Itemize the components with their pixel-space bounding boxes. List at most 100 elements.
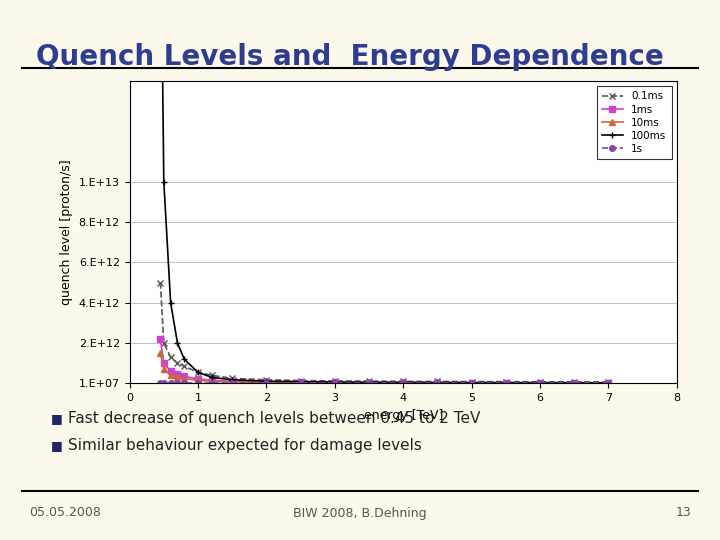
1ms: [501, 380, 510, 386]
100ms: [365, 379, 374, 386]
0.1ms: [570, 379, 579, 385]
1s: [570, 380, 579, 387]
0.1ms: [159, 340, 168, 346]
1s: [262, 380, 271, 387]
1ms: [433, 380, 442, 386]
10ms: [166, 372, 175, 379]
0.1ms: [180, 363, 189, 369]
1ms: [173, 371, 181, 377]
10ms: [501, 380, 510, 386]
1s: [433, 380, 442, 387]
1ms: [228, 378, 236, 384]
Line: 1ms: 1ms: [158, 336, 611, 386]
100ms: [399, 379, 408, 386]
1ms: [194, 376, 202, 382]
100ms: [501, 380, 510, 386]
Text: ■: ■: [50, 412, 62, 425]
10ms: [156, 350, 165, 356]
Line: 1s: 1s: [158, 381, 611, 386]
10ms: [194, 377, 202, 383]
0.1ms: [330, 378, 339, 384]
1s: [159, 380, 168, 387]
10ms: [365, 380, 374, 386]
10ms: [330, 380, 339, 386]
Text: Quench Levels and  Energy Dependence: Quench Levels and Energy Dependence: [36, 43, 664, 71]
0.1ms: [536, 379, 544, 385]
100ms: [166, 300, 175, 306]
0.1ms: [365, 378, 374, 384]
10ms: [467, 380, 476, 386]
10ms: [297, 380, 305, 386]
0.1ms: [604, 379, 613, 385]
10ms: [570, 380, 579, 386]
1s: [207, 380, 216, 387]
10ms: [604, 380, 613, 386]
Text: Similar behaviour expected for damage levels: Similar behaviour expected for damage le…: [68, 438, 422, 453]
100ms: [467, 380, 476, 386]
0.1ms: [262, 376, 271, 383]
100ms: [433, 379, 442, 386]
100ms: [604, 380, 613, 386]
10ms: [207, 378, 216, 384]
Legend: 0.1ms, 1ms, 10ms, 100ms, 1s: 0.1ms, 1ms, 10ms, 100ms, 1s: [597, 86, 672, 159]
Line: 0.1ms: 0.1ms: [158, 280, 611, 385]
100ms: [536, 380, 544, 386]
Text: Fast decrease of quench levels between 0.45 to 2 TeV: Fast decrease of quench levels between 0…: [68, 411, 481, 426]
1s: [399, 380, 408, 387]
100ms: [173, 340, 181, 346]
X-axis label: energy [TeV]: energy [TeV]: [364, 409, 443, 422]
0.1ms: [297, 377, 305, 384]
1ms: [467, 380, 476, 386]
1ms: [297, 379, 305, 386]
1s: [501, 380, 510, 387]
1s: [166, 380, 175, 387]
Line: 100ms: 100ms: [158, 0, 611, 386]
1ms: [207, 377, 216, 383]
Y-axis label: quench level [proton/s]: quench level [proton/s]: [60, 159, 73, 305]
1ms: [330, 379, 339, 386]
1s: [467, 380, 476, 387]
1ms: [536, 380, 544, 386]
Text: ■: ■: [50, 439, 62, 452]
1ms: [365, 380, 374, 386]
100ms: [228, 376, 236, 383]
Text: BIW 2008, B.Dehning: BIW 2008, B.Dehning: [293, 507, 427, 519]
1s: [297, 380, 305, 387]
100ms: [180, 356, 189, 362]
10ms: [262, 379, 271, 386]
10ms: [536, 380, 544, 386]
100ms: [297, 379, 305, 385]
1s: [536, 380, 544, 387]
10ms: [228, 379, 236, 385]
10ms: [180, 375, 189, 382]
1ms: [166, 368, 175, 375]
0.1ms: [399, 378, 408, 384]
100ms: [570, 380, 579, 386]
1ms: [570, 380, 579, 386]
0.1ms: [156, 279, 165, 286]
1ms: [159, 360, 168, 367]
1s: [180, 380, 189, 387]
0.1ms: [194, 369, 202, 375]
1s: [228, 380, 236, 387]
1ms: [262, 379, 271, 385]
Line: 10ms: 10ms: [158, 350, 611, 386]
100ms: [262, 378, 271, 384]
100ms: [330, 379, 339, 386]
10ms: [159, 366, 168, 373]
1s: [330, 380, 339, 387]
0.1ms: [166, 354, 175, 360]
0.1ms: [433, 378, 442, 384]
10ms: [399, 380, 408, 386]
0.1ms: [173, 360, 181, 367]
1ms: [604, 380, 613, 386]
Text: 05.05.2008: 05.05.2008: [29, 507, 101, 519]
100ms: [207, 374, 216, 381]
1s: [156, 380, 165, 387]
1ms: [180, 373, 189, 380]
1ms: [156, 336, 165, 342]
1s: [604, 380, 613, 387]
1s: [365, 380, 374, 387]
10ms: [433, 380, 442, 386]
1s: [194, 380, 202, 387]
